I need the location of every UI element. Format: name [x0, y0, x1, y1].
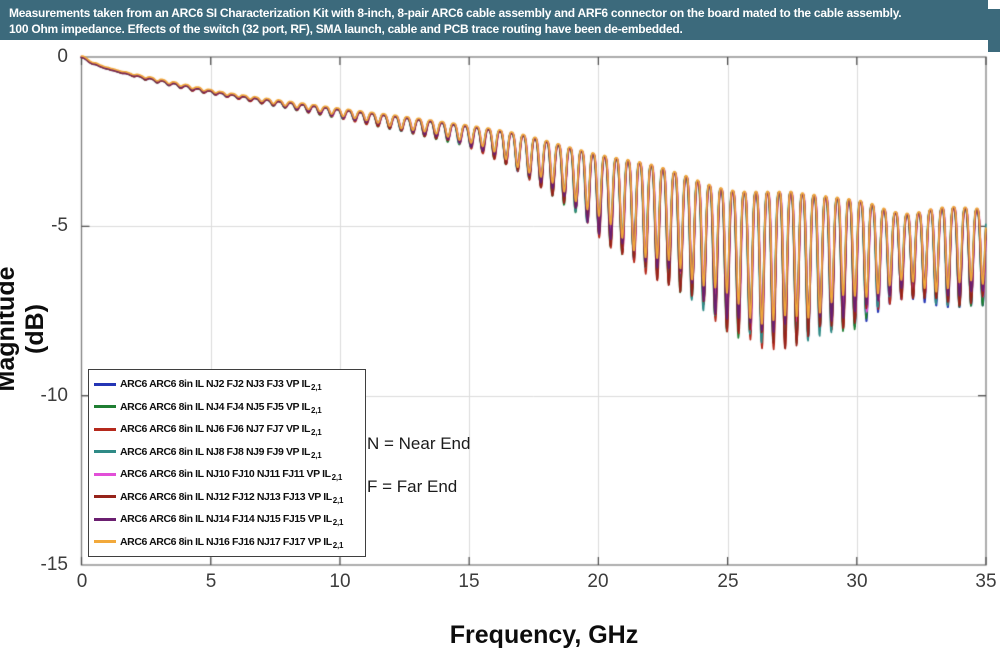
legend-line-swatch — [94, 472, 116, 476]
header-line1: Measurements taken from an ARC6 SI Chara… — [9, 6, 902, 20]
x-tick-label-35: 35 — [975, 571, 997, 592]
legend-line-swatch — [94, 517, 116, 521]
annotation-near-end: N = Near End — [367, 434, 471, 453]
x-tick-label-15: 15 — [458, 571, 480, 592]
banner-right-tab — [988, 40, 1000, 52]
x-tick-label-0: 0 — [76, 571, 88, 592]
y-tick-label-m10: -10 — [40, 385, 68, 406]
legend-label: ARC6 ARC6 8in IL NJ4 FJ4 NJ5 FJ5 VP IL2,… — [120, 400, 322, 415]
legend-label: ARC6 ARC6 8in IL NJ12 FJ12 NJ13 FJ13 VP … — [120, 490, 344, 505]
legend-item: ARC6 ARC6 8in IL NJ16 FJ16 NJ17 FJ17 VP … — [94, 531, 365, 552]
legend-item: ARC6 ARC6 8in IL NJ12 FJ12 NJ13 FJ13 VP … — [94, 486, 365, 507]
x-tick-label-30: 30 — [846, 571, 868, 592]
legend-label: ARC6 ARC6 8in IL NJ8 FJ8 NJ9 FJ9 VP IL2,… — [120, 445, 322, 460]
legend-line-swatch — [94, 382, 116, 386]
legend-line-swatch — [94, 427, 116, 431]
legend-label: ARC6 ARC6 8in IL NJ16 FJ16 NJ17 FJ17 VP … — [120, 535, 344, 550]
y-tick-label-m15: -15 — [40, 554, 68, 575]
legend-item: ARC6 ARC6 8in IL NJ2 FJ2 NJ3 FJ3 VP IL2,… — [94, 374, 365, 395]
x-tick-label-5: 5 — [205, 571, 217, 592]
legend-line-swatch — [94, 405, 116, 409]
legend-label: ARC6 ARC6 8in IL NJ6 FJ6 NJ7 FJ7 VP IL2,… — [120, 423, 322, 438]
legend-label: ARC6 ARC6 8in IL NJ10 FJ10 NJ11 FJ11 VP … — [120, 468, 343, 483]
banner-corner-notch — [988, 0, 1000, 9]
x-tick-label-10: 10 — [329, 571, 351, 592]
legend-item: ARC6 ARC6 8in IL NJ4 FJ4 NJ5 FJ5 VP IL2,… — [94, 396, 365, 417]
legend-box: ARC6 ARC6 8in IL NJ2 FJ2 NJ3 FJ3 VP IL2,… — [88, 369, 366, 557]
legend-line-swatch — [94, 450, 116, 454]
legend-item: ARC6 ARC6 8in IL NJ14 FJ14 NJ15 FJ15 VP … — [94, 509, 365, 530]
legend-item: ARC6 ARC6 8in IL NJ10 FJ10 NJ11 FJ11 VP … — [94, 464, 365, 485]
header-line2: 100 Ohm impedance. Effects of the switch… — [9, 22, 683, 36]
x-axis-title: Frequency, GHz — [449, 621, 639, 649]
x-tick-label-20: 20 — [587, 571, 609, 592]
annotation-far-end: F = Far End — [367, 477, 458, 496]
legend-label: ARC6 ARC6 8in IL NJ14 FJ14 NJ15 FJ15 VP … — [120, 513, 344, 528]
x-tick-label-25: 25 — [717, 571, 739, 592]
legend-item: ARC6 ARC6 8in IL NJ8 FJ8 NJ9 FJ9 VP IL2,… — [94, 441, 365, 462]
legend-line-swatch — [94, 540, 116, 544]
legend-label: ARC6 ARC6 8in IL NJ2 FJ2 NJ3 FJ3 VP IL2,… — [120, 378, 322, 393]
header-banner: Measurements taken from an ARC6 SI Chara… — [0, 0, 1000, 40]
legend-item: ARC6 ARC6 8in IL NJ6 FJ6 NJ7 FJ7 VP IL2,… — [94, 419, 365, 440]
legend-line-swatch — [94, 495, 116, 499]
y-tick-label-0: 0 — [57, 46, 68, 67]
y-tick-label-m5: -5 — [51, 215, 68, 236]
